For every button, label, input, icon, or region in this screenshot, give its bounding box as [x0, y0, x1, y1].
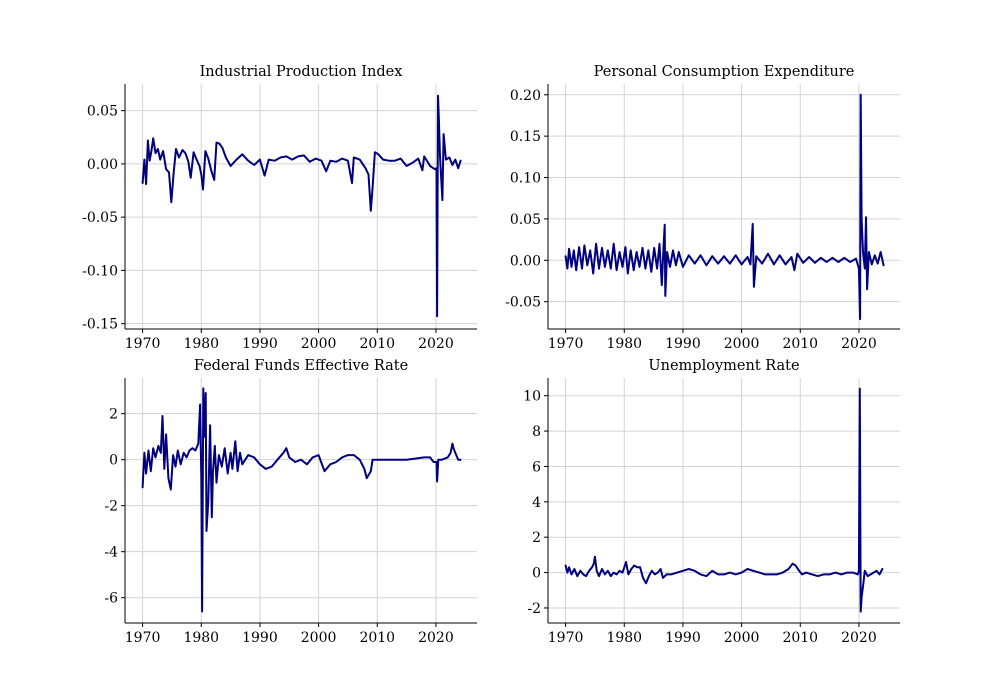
- industrial-production-y-tick-label: 0.00: [87, 157, 118, 173]
- personal-consumption-y-tick-label: 0.00: [510, 253, 541, 269]
- industrial-production-x-tick-label: 2000: [301, 336, 337, 352]
- industrial-production-title: Industrial Production Index: [200, 64, 403, 80]
- personal-consumption-y-tick-label: 0.05: [510, 212, 541, 228]
- federal-funds-y-tick-label: 0: [109, 453, 118, 469]
- unemployment-title: Unemployment Rate: [648, 358, 799, 374]
- industrial-production-panel: 1970 1980 1990 2000 2010 2020 0.05 0.00 -0.05 -0.…: [82, 64, 477, 352]
- unemployment-y-tick-label: 2: [532, 530, 541, 546]
- industrial-production-y-tick-label: -0.10: [82, 263, 118, 279]
- personal-consumption-x-tick-label: 2000: [724, 336, 760, 352]
- personal-consumption-y-tick-label: 0.10: [510, 171, 541, 187]
- personal-consumption-x-tick-label: 2010: [782, 336, 818, 352]
- personal-consumption-x-tick-label: 1980: [606, 336, 642, 352]
- federal-funds-series-line: [141, 387, 462, 613]
- unemployment-y-tick-label: 10: [523, 389, 541, 405]
- industrial-production-y-tick-label: -0.05: [82, 210, 118, 226]
- unemployment-x-tick-label: 1970: [548, 630, 584, 646]
- industrial-production-x-tick-label: 1990: [242, 336, 278, 352]
- federal-funds-panel: 1970 1980 1990 2000 2010 202020-2-4-6Federal …: [104, 358, 477, 646]
- personal-consumption-series-line: [564, 93, 885, 321]
- federal-funds-x-tick-label: 1980: [183, 630, 219, 646]
- federal-funds-x-tick-label: 2010: [359, 630, 395, 646]
- unemployment-y-tick-label: 6: [532, 459, 541, 475]
- unemployment-y-tick-label: 0: [532, 566, 541, 582]
- federal-funds-y-tick-label: -2: [104, 499, 118, 515]
- federal-funds-x-tick-label: 2000: [301, 630, 337, 646]
- industrial-production-series-line: [141, 94, 462, 318]
- unemployment-y-tick-label: 4: [532, 495, 541, 511]
- federal-funds-y-tick-label: -4: [104, 545, 118, 561]
- federal-funds-x-tick-label: 1990: [242, 630, 278, 646]
- personal-consumption-title: Personal Consumption Expenditure: [594, 64, 855, 80]
- unemployment-panel: 1970 1980 1990 2000 2010 2020 10 8 6 4 2 0 -2 Unemplo…: [523, 358, 900, 646]
- personal-consumption-y-tick-label: -0.05: [505, 295, 541, 311]
- personal-consumption-x-tick-label: 1970: [548, 336, 584, 352]
- unemployment-y-tick-label: 8: [532, 424, 541, 440]
- federal-funds-title: Federal Funds Effective Rate: [194, 358, 408, 374]
- personal-consumption-panel: 1970 1980 1990 2000 2010 2020 0.20 0.15 0.10 0.05…: [505, 64, 900, 352]
- industrial-production-x-tick-label: 2010: [359, 336, 395, 352]
- unemployment-x-tick-label: 2010: [782, 630, 818, 646]
- unemployment-x-tick-label: 2000: [724, 630, 760, 646]
- unemployment-x-tick-label: 2020: [841, 630, 877, 646]
- unemployment-series-line: [564, 387, 884, 613]
- federal-funds-y-tick-label: 2: [109, 407, 118, 423]
- unemployment-x-tick-label: 1990: [665, 630, 701, 646]
- industrial-production-y-tick-label: -0.15: [82, 317, 118, 333]
- personal-consumption-y-tick-label: 0.15: [510, 129, 541, 145]
- federal-funds-y-tick-label: -6: [104, 591, 118, 607]
- industrial-production-x-tick-label: 1980: [183, 336, 219, 352]
- unemployment-y-tick-label: -2: [527, 601, 541, 617]
- personal-consumption-y-tick-label: 0.20: [510, 88, 541, 104]
- federal-funds-x-tick-label: 2020: [418, 630, 454, 646]
- unemployment-x-tick-label: 1980: [606, 630, 642, 646]
- industrial-production-x-tick-label: 2020: [418, 336, 454, 352]
- industrial-production-y-tick-label: 0.05: [87, 104, 118, 120]
- personal-consumption-x-tick-label: 2020: [841, 336, 877, 352]
- federal-funds-x-tick-label: 1970: [125, 630, 161, 646]
- personal-consumption-x-tick-label: 1990: [665, 336, 701, 352]
- industrial-production-x-tick-label: 1970: [125, 336, 161, 352]
